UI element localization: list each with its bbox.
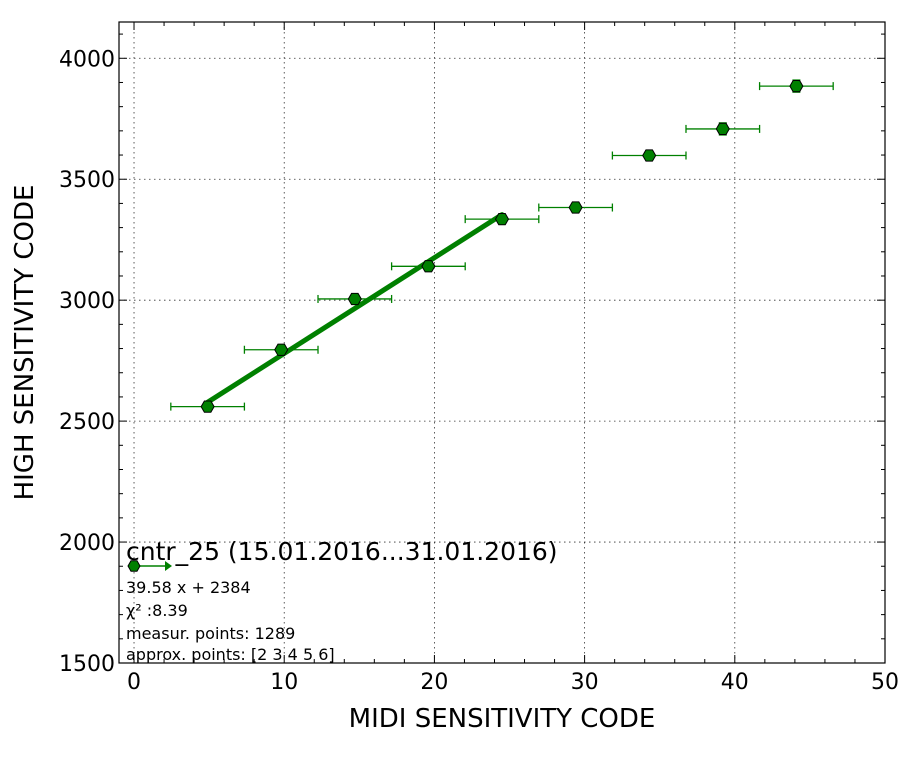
y-tick-label: 1500 [59, 652, 115, 677]
data-marker [494, 213, 510, 226]
axis-ticks [119, 22, 886, 664]
y-tick-label: 4000 [59, 47, 115, 72]
annotation-box: cntr_25 (15.01.2016...31.01.2016) 39.58 … [126, 537, 558, 664]
data-marker [715, 122, 730, 136]
annotation-approx-points: approx. points: [2 3 4 5 6] [126, 645, 335, 664]
data-point [538, 201, 614, 214]
x-tick-label: 20 [420, 670, 448, 695]
legend-marker-symbol [127, 560, 141, 572]
x-tick-label: 50 [871, 670, 899, 695]
x-tick-label: 10 [270, 670, 298, 695]
y-tick-label: 2000 [59, 531, 115, 556]
y-axis-label: HIGH SENSITIVITY CODE [10, 185, 40, 501]
annotation-chi-squared: χ² :8.39 [126, 601, 188, 620]
data-marker [347, 292, 362, 306]
legend-marker [127, 560, 172, 572]
data-point [243, 343, 319, 356]
fit-line [205, 212, 505, 405]
x-tick-label: 40 [721, 670, 749, 695]
legend-arrow [165, 561, 172, 571]
x-axis-label: MIDI SENSITIVITY CODE [349, 704, 656, 734]
data-marker [200, 400, 215, 413]
data-marker [789, 79, 804, 93]
annotation-measured-points: measur. points: 1289 [126, 624, 295, 643]
x-tick-label: 30 [571, 670, 599, 695]
data-marker [642, 149, 657, 162]
data-point [464, 213, 540, 226]
data-point [170, 400, 246, 413]
data-marker [568, 201, 583, 214]
tick-labels: 0 10 20 30 40 50 1500 2000 2500 3000 3500 4000 [59, 47, 899, 695]
data-points [170, 79, 834, 413]
data-point [685, 122, 761, 136]
annotation-fit-equation: 39.58 x + 2384 [126, 578, 251, 597]
annotation-title: cntr_25 (15.01.2016...31.01.2016) [126, 537, 558, 566]
y-tick-label: 2500 [59, 410, 115, 435]
data-marker [421, 260, 436, 273]
y-tick-label: 3500 [59, 168, 115, 193]
y-tick-label: 3000 [59, 289, 115, 314]
x-tick-label: 0 [127, 670, 141, 695]
data-point [390, 260, 466, 273]
data-point [317, 292, 393, 306]
fit-line-group [205, 212, 505, 405]
plot-frame [118, 21, 886, 664]
data-point [758, 79, 834, 93]
data-marker [274, 343, 289, 356]
data-point [611, 149, 687, 162]
